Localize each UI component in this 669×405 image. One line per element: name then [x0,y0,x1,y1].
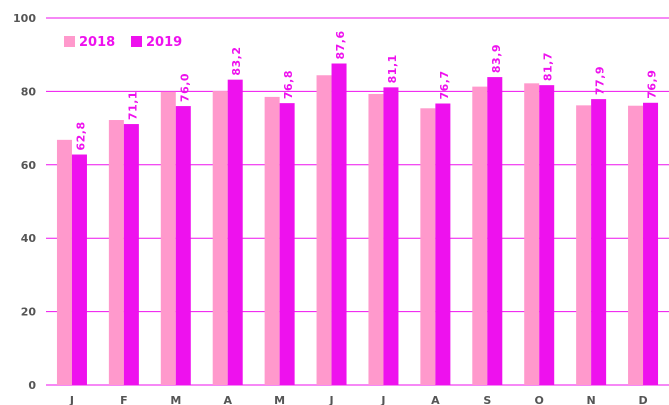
bar-2019 [123,124,139,386]
bar-2018 [316,75,332,385]
legend-label-2018: 2018 [79,35,115,50]
bar-2019 [331,63,347,386]
x-tick-label: A [431,394,440,405]
bar-2019 [643,102,659,385]
data-label-2019: 83,2 [230,47,243,76]
data-label-2019: 62,8 [74,121,87,150]
y-tick-label: 80 [21,85,37,98]
legend-swatch-2018 [64,36,75,47]
bar-2018 [628,105,644,385]
data-label-2019: 81,7 [542,52,555,81]
bar-2018 [212,91,228,386]
x-tick-label: J [380,394,385,405]
y-tick-label: 0 [28,379,36,392]
bar-2019 [435,103,451,386]
bar-2019 [383,87,399,385]
bar-2019 [175,106,191,385]
x-tick-label: N [587,394,596,405]
data-label-2019: 76,9 [646,70,659,99]
data-label-2019: 71,1 [126,91,139,120]
bar-2018 [160,91,176,385]
bar-2019 [539,85,555,385]
x-tick-label: S [483,394,491,405]
data-label-2019: 76,8 [282,70,295,99]
x-tick-label: J [69,394,74,405]
x-tick-label: O [535,394,544,405]
data-label-2019: 87,6 [334,30,347,59]
bar-2018 [56,139,72,385]
bar-2018 [524,83,540,386]
legend-swatch-2019 [131,36,142,47]
bar-2018 [264,96,280,385]
bar-2018 [108,120,124,385]
bar-2019 [487,77,503,385]
bar-2018 [576,105,592,385]
bar-2018 [420,108,436,386]
bar-2019 [279,103,295,386]
y-tick-label: 40 [21,232,37,245]
bar-2018 [368,93,384,386]
x-tick-label: M [170,394,181,405]
bar-2018 [472,86,488,385]
x-tick-label: J [328,394,333,405]
bar-2019 [591,99,607,386]
data-label-2019: 81,1 [386,54,399,83]
legend-label-2019: 2019 [146,35,182,50]
x-tick-label: A [223,394,232,405]
data-label-2019: 77,9 [594,66,607,95]
data-label-2019: 76,7 [438,70,451,99]
x-tick-label: D [638,394,647,405]
x-tick-label: F [120,394,128,405]
bar-2019 [227,79,243,385]
y-tick-label: 100 [13,12,36,25]
data-label-2019: 83,9 [490,44,503,73]
data-label-2019: 76,0 [178,73,191,102]
y-tick-label: 20 [21,306,37,319]
y-tick-label: 60 [21,159,37,172]
x-tick-label: M [274,394,285,405]
bar-2019 [71,154,87,385]
